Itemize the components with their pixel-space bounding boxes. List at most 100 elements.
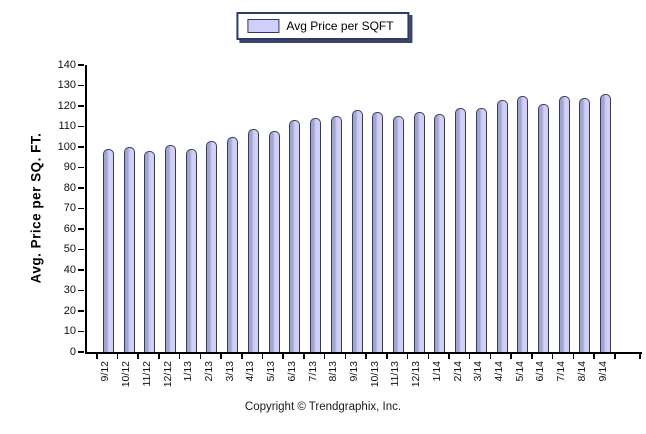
y-tick-label: 10 <box>63 325 76 337</box>
x-tick-label-7/14: 7/14 <box>555 361 568 382</box>
y-axis-tick <box>78 207 84 210</box>
bar-6/14 <box>537 103 549 352</box>
y-axis-tick <box>78 248 84 251</box>
x-axis-tick <box>489 354 492 359</box>
x-axis-tick <box>593 354 595 359</box>
x-tick-label-2/14: 2/14 <box>451 361 464 382</box>
y-axis-tick <box>78 146 84 148</box>
x-tick-label-11/12: 11/12 <box>140 361 153 387</box>
bar-5/14 <box>517 95 529 352</box>
x-tick-label-10/12: 10/12 <box>120 361 133 388</box>
bar-9/12 <box>102 149 114 352</box>
bar-9/13 <box>351 110 363 352</box>
y-axis-tick <box>78 289 84 292</box>
y-axis-tick <box>78 228 84 230</box>
x-tick-label-4/13: 4/13 <box>244 361 257 382</box>
x-axis-tick <box>639 354 641 359</box>
bar-3/14 <box>475 108 487 352</box>
legend-label: Avg Price per SQFT <box>286 19 394 33</box>
bar-1/14 <box>434 114 446 352</box>
x-axis-tick <box>282 354 284 359</box>
x-tick-label-9/14: 9/14 <box>596 361 609 382</box>
legend: Avg Price per SQFT <box>236 12 410 40</box>
bar-11/13 <box>392 116 404 352</box>
bar-5/13 <box>268 130 280 352</box>
bar-8/13 <box>330 116 342 352</box>
bar-2/14 <box>455 108 467 352</box>
x-axis-tick <box>468 354 471 359</box>
copyright-text: Copyright © Trendgraphix, Inc. <box>244 401 402 413</box>
x-axis-tick <box>241 354 243 359</box>
y-axis-tick <box>78 166 84 169</box>
y-tick-label: 60 <box>63 222 76 235</box>
y-axis-tick <box>78 125 84 128</box>
x-axis-tick <box>427 354 430 359</box>
x-tick-label-5/14: 5/14 <box>513 361 526 382</box>
y-axis-tick <box>78 187 84 189</box>
y-axis-tick <box>78 84 84 87</box>
x-tick-label-3/13: 3/13 <box>223 361 236 382</box>
x-axis-tick <box>510 354 512 359</box>
y-tick-label: 140 <box>57 58 76 71</box>
x-axis-tick <box>448 354 450 359</box>
x-axis-tick <box>614 354 616 359</box>
y-tick-label: 110 <box>58 120 76 132</box>
bar-4/13 <box>247 128 259 352</box>
x-axis-tick <box>137 354 139 359</box>
x-axis-tick <box>303 354 305 359</box>
bar-7/13 <box>310 118 322 352</box>
x-tick-label-7/13: 7/13 <box>306 361 319 382</box>
y-tick-label: 0 <box>69 345 76 358</box>
bar-10/12 <box>123 147 135 352</box>
x-axis-tick <box>531 354 533 359</box>
x-tick-label-5/13: 5/13 <box>265 361 278 382</box>
x-tick-label-12/12: 12/12 <box>161 361 174 388</box>
y-tick-label: 40 <box>63 263 76 276</box>
x-axis-tick <box>116 354 119 359</box>
y-axis-tick <box>78 330 84 333</box>
x-tick-label-6/13: 6/13 <box>285 361 298 382</box>
y-tick-label: 70 <box>63 202 76 214</box>
x-axis-tick <box>96 354 98 359</box>
x-axis-tick <box>220 354 222 359</box>
x-tick-label-4/14: 4/14 <box>493 361 506 382</box>
bar-3/13 <box>227 136 239 352</box>
y-tick-label: 130 <box>57 79 76 91</box>
x-axis-tick <box>261 354 264 359</box>
plot-area <box>85 65 642 354</box>
x-axis-tick <box>344 354 347 359</box>
x-tick-label-1/13: 1/13 <box>182 361 195 382</box>
x-tick-label-8/14: 8/14 <box>575 361 588 382</box>
x-tick-label-6/14: 6/14 <box>534 361 547 382</box>
x-tick-label-3/14: 3/14 <box>472 361 485 382</box>
x-axis-tick <box>386 354 388 359</box>
y-tick-label: 90 <box>63 161 76 173</box>
x-tick-label-1/14: 1/14 <box>430 361 443 382</box>
x-axis-tick <box>158 354 160 359</box>
x-tick-label-9/12: 9/12 <box>99 361 112 382</box>
y-tick-label: 80 <box>63 181 76 194</box>
bar-6/13 <box>289 120 301 352</box>
bar-12/13 <box>413 112 425 352</box>
y-tick-label: 20 <box>63 304 76 317</box>
x-axis-tick <box>178 354 181 359</box>
y-tick-label: 50 <box>63 243 76 255</box>
x-tick-label-10/13: 10/13 <box>368 361 381 388</box>
bar-12/12 <box>165 144 177 352</box>
bar-10/13 <box>372 112 384 352</box>
y-axis-tick <box>78 351 84 353</box>
y-axis-tick <box>78 64 84 66</box>
x-axis-tick <box>199 354 202 359</box>
x-axis-tick <box>572 354 575 359</box>
x-tick-label-8/13: 8/13 <box>327 361 340 382</box>
x-axis-tick <box>365 354 367 359</box>
bar-7/14 <box>558 95 570 352</box>
bar-1/13 <box>185 149 197 352</box>
bar-11/12 <box>144 151 156 352</box>
x-axis-tick <box>551 354 554 359</box>
y-tick-label: 100 <box>57 140 76 153</box>
bar-4/14 <box>496 99 508 352</box>
y-axis-tick <box>78 269 84 271</box>
bar-2/13 <box>206 140 218 352</box>
